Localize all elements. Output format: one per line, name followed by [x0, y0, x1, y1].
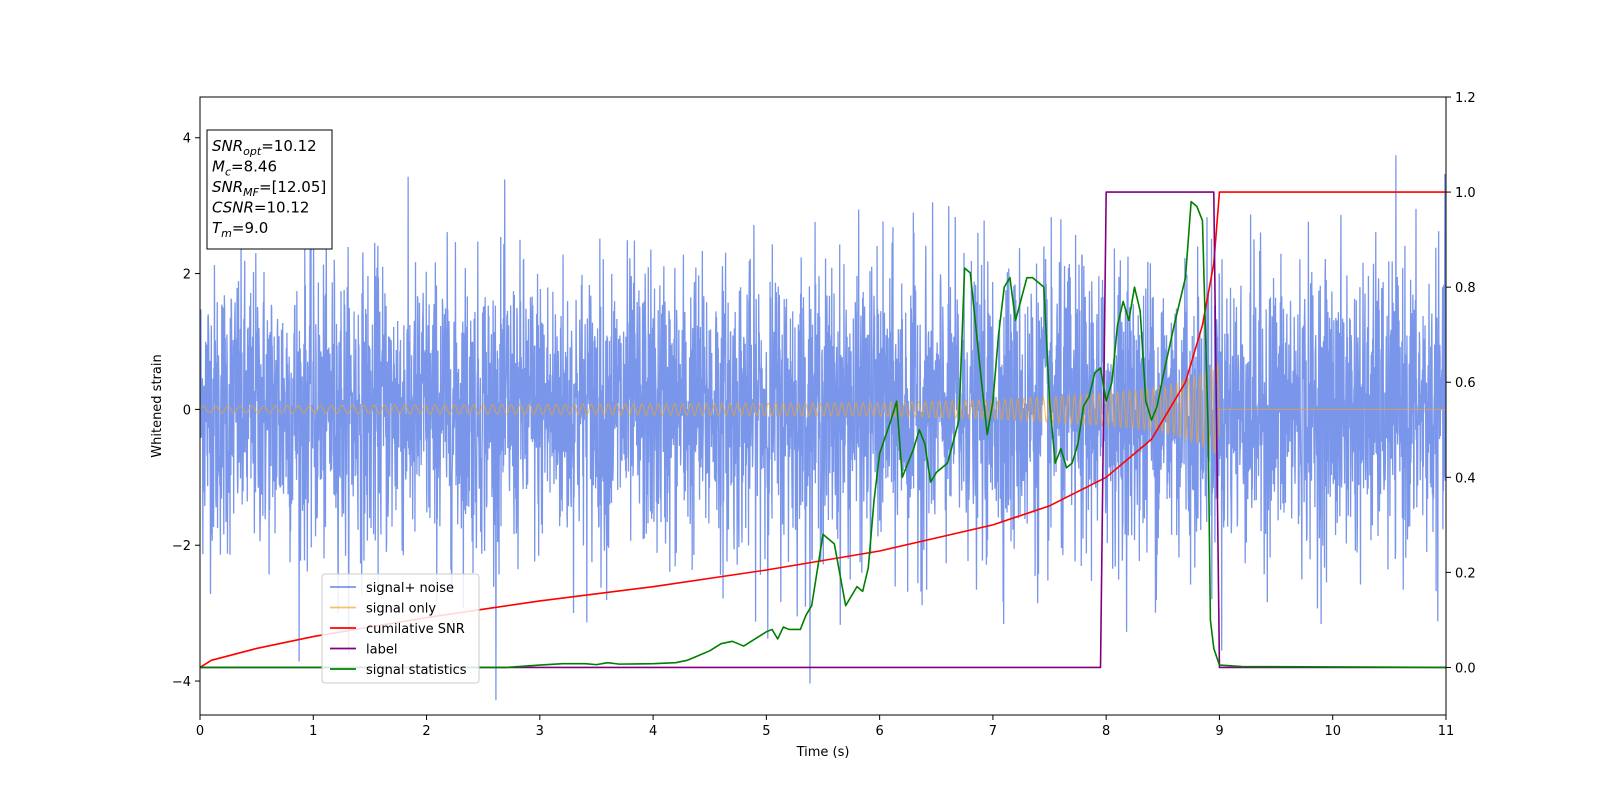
x-tick-label: 1: [309, 724, 317, 739]
legend-label: signal only: [366, 602, 436, 617]
legend-label: signal statistics: [366, 663, 467, 678]
y-right-tick-label: 0.8: [1455, 281, 1476, 296]
legend-label: signal+ noise: [366, 581, 454, 596]
x-tick-label: 5: [762, 724, 770, 739]
info-line: Tm=9.0: [212, 219, 268, 240]
x-tick-label: 0: [196, 724, 204, 739]
info-line: Mc=8.46: [212, 158, 277, 179]
x-tick-label: 11: [1438, 724, 1455, 739]
y-right-tick-label: 0.6: [1455, 376, 1476, 391]
y-right-tick-label: 0.4: [1455, 471, 1476, 486]
info-subscript: opt: [243, 145, 262, 158]
info-line: SNRopt=10.12: [212, 137, 317, 158]
series-label-line: [200, 191, 1446, 669]
y-left-tick-label: 4: [183, 132, 191, 147]
info-box-frame: [206, 129, 333, 250]
plot-series-layer: [200, 155, 1446, 701]
y-right-tick-label: 0.2: [1455, 566, 1476, 581]
info-symbol: SNR: [212, 137, 243, 155]
y-axis-label: Whitened strain: [150, 354, 165, 457]
x-tick-label: 9: [1215, 724, 1223, 739]
legend-entry: signal only: [330, 602, 436, 617]
info-box: SNRopt=10.12Mc=8.46SNRMF=[12.05]CSNR=10.…: [206, 129, 333, 250]
legend-entry: signal+ noise: [330, 581, 454, 596]
x-tick-label: 2: [422, 724, 430, 739]
x-tick-label: 4: [649, 724, 657, 739]
info-symbol: M: [212, 158, 225, 176]
plot-frame: [199, 96, 1447, 716]
legend-label: cumilative SNR: [366, 622, 465, 637]
info-value: =[12.05]: [259, 178, 326, 196]
y-left-tick-label: −4: [172, 675, 191, 690]
axes-layer: 0 1 2 3 4 5 6 7 8 9 10 11 −4 −2 0 2 4 0.0 0.2 0.4 0.6 0.8 1.0 1…: [172, 91, 1476, 739]
info-value: =10.12: [254, 199, 310, 217]
info-subscript: c: [225, 166, 231, 179]
info-line: SNRMF=[12.05]: [212, 178, 326, 199]
x-tick-label: 10: [1324, 724, 1341, 739]
legend-entry: label: [330, 643, 397, 658]
legend-entry: cumilative SNR: [330, 622, 465, 637]
x-axis-label: Time (s): [796, 745, 850, 760]
info-line: CSNR=10.12: [212, 199, 309, 217]
x-tick-label: 7: [989, 724, 997, 739]
info-symbol: T: [212, 219, 223, 237]
info-symbol: CSNR: [212, 199, 254, 217]
info-value: =10.12: [261, 137, 317, 155]
info-symbol: SNR: [212, 178, 243, 196]
legend-label: label: [366, 643, 397, 658]
legend-box: [321, 573, 480, 684]
legend-entry: signal statistics: [330, 663, 467, 678]
y-left-tick-label: −2: [172, 539, 191, 554]
y-left-tick-label: 0: [183, 403, 191, 418]
info-subscript: m: [221, 227, 232, 240]
info-value: =8.46: [231, 158, 277, 176]
info-value: =9.0: [232, 219, 268, 237]
x-tick-label: 6: [875, 724, 883, 739]
x-tick-label: 8: [1102, 724, 1110, 739]
y-right-tick-label: 0.0: [1455, 661, 1476, 676]
legend: signal+ noise signal only cumilative SNR la…: [321, 573, 480, 684]
y-right-tick-label: 1.0: [1455, 186, 1476, 201]
info-subscript: MF: [243, 186, 259, 199]
y-right-tick-label: 1.2: [1455, 91, 1476, 106]
x-tick-label: 3: [536, 724, 544, 739]
y-left-tick-label: 2: [183, 268, 191, 283]
series-signal-statistics-line: [200, 200, 1446, 669]
